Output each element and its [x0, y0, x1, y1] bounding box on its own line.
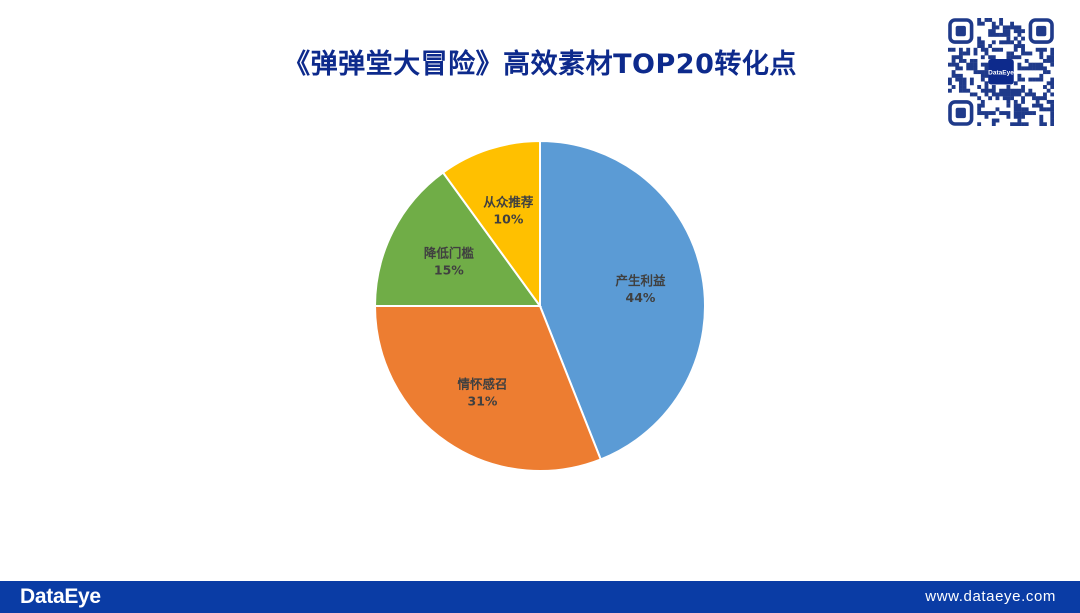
- pie-slice-1: [373, 305, 603, 472]
- slice-value-2: 15%: [434, 263, 464, 278]
- slice-label-0: 产生利益: [615, 273, 666, 288]
- pie-slice-2: [373, 171, 542, 307]
- slice-value-1: 31%: [468, 394, 498, 409]
- qr-finder-top-right: [1028, 18, 1054, 44]
- slice-value-0: 44%: [626, 290, 656, 305]
- page-title: 《弹弹堂大冒险》高效素材TOP20转化点: [283, 49, 797, 80]
- pie-chart: 产生利益 44% 情怀感召 31% 降低门槛 15% 从众推荐 10%: [373, 139, 706, 472]
- footer-url: www.dataeye.com: [925, 588, 1056, 605]
- qr-code: DataEye: [948, 18, 1055, 127]
- qr-finder-top-left: [948, 18, 974, 44]
- slice-label-2: 降低门槛: [424, 246, 475, 261]
- slice-value-3: 10%: [493, 212, 523, 227]
- slice-label-3: 从众推荐: [483, 195, 534, 210]
- pie-slice-0: [539, 139, 706, 461]
- footer-bar: DataEye www.dataeye.com: [0, 581, 1080, 613]
- pie-slice-3: [441, 139, 541, 310]
- slice-label-1: 情怀感召: [457, 377, 507, 392]
- qr-logo: [988, 58, 1014, 85]
- qr-finder-bottom-left: [948, 100, 974, 126]
- qr-code-graphic: DataEye: [948, 18, 1055, 127]
- qr-logo-text: DataEye: [988, 69, 1014, 76]
- footer-brand-logo: DataEye: [20, 585, 101, 608]
